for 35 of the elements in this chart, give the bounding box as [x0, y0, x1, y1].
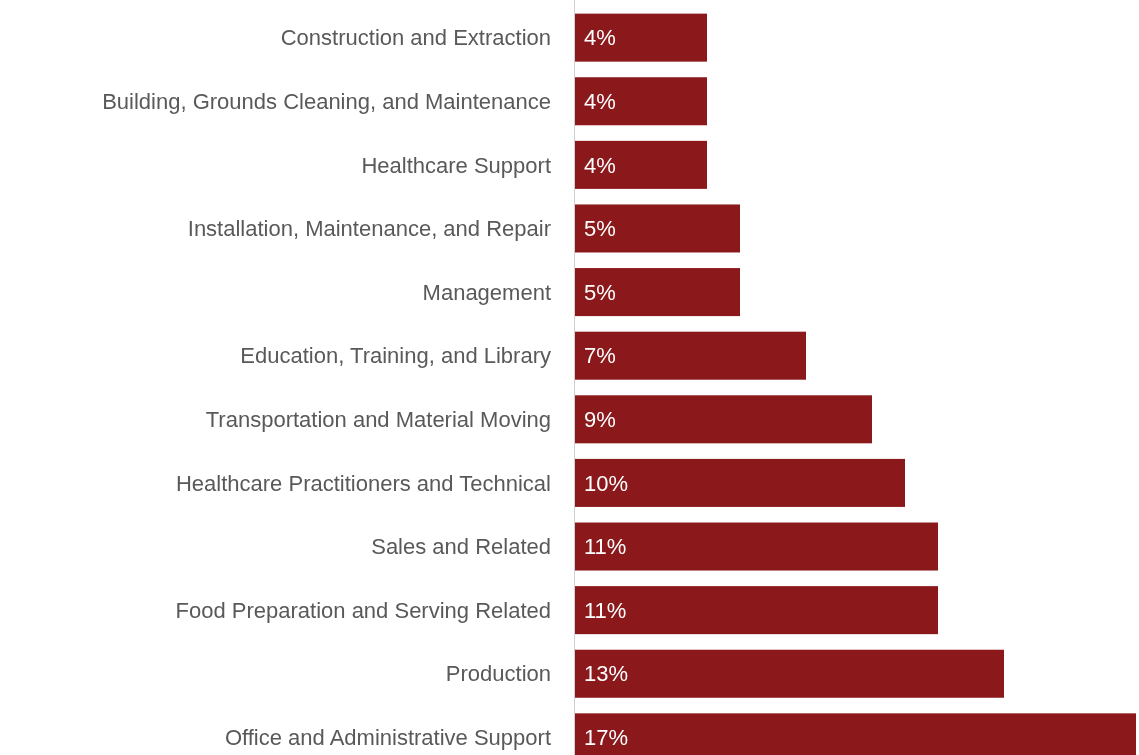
bar	[575, 458, 905, 507]
bar	[575, 395, 872, 444]
bar	[575, 268, 740, 317]
y-tick-label: Construction and Extraction	[280, 25, 551, 51]
y-tick-label: Installation, Maintenance, and Repair	[187, 216, 551, 242]
data-label: 9%	[584, 407, 616, 432]
bar	[575, 522, 938, 571]
bar	[575, 13, 707, 62]
y-tick-label: Management	[422, 279, 551, 305]
data-label: 10%	[584, 470, 629, 496]
data-label: 7%	[584, 343, 616, 369]
data-label: 4%	[584, 88, 616, 114]
data-label: 5%	[584, 216, 616, 242]
bar	[575, 331, 806, 380]
y-tick-label: Sales and Related	[371, 534, 551, 560]
data-label: 11%	[584, 534, 627, 560]
bar	[575, 204, 740, 253]
bar	[575, 649, 1004, 698]
y-tick-label: Food Preparation and Serving Related	[175, 597, 551, 623]
y-tick-label: Healthcare Support	[361, 152, 551, 178]
y-tick-label: Healthcare Practitioners and Technical	[175, 470, 551, 496]
data-label: 11%	[584, 597, 627, 623]
y-tick-label: Building, Grounds Cleaning, and Maintenance	[102, 88, 551, 114]
bar	[575, 586, 938, 635]
bar	[575, 77, 707, 126]
y-tick-label: Education, Training, and Library	[240, 343, 551, 369]
y-tick-label: Transportation and Material Moving	[205, 407, 551, 432]
data-label: 4%	[584, 152, 616, 178]
y-tick-label: Production	[445, 661, 551, 687]
data-label: 5%	[584, 279, 616, 305]
bar	[575, 140, 707, 189]
data-label: 13%	[584, 661, 629, 687]
data-label: 17%	[584, 725, 629, 751]
y-tick-label: Office and Administrative Support	[224, 725, 551, 751]
data-label: 4%	[584, 25, 616, 51]
